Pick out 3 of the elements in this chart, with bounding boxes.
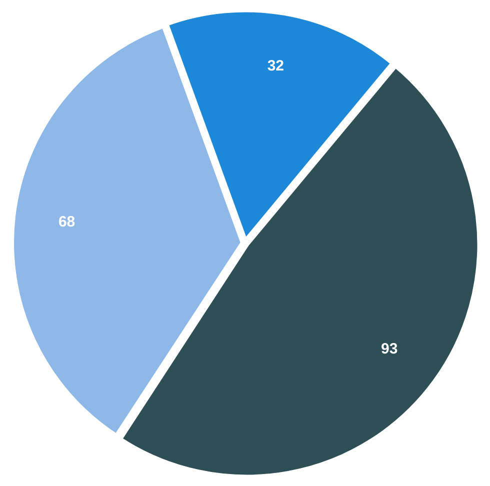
data-label: 32 — [267, 57, 284, 74]
data-label: 68 — [58, 214, 76, 231]
data-label: 93 — [381, 340, 398, 358]
